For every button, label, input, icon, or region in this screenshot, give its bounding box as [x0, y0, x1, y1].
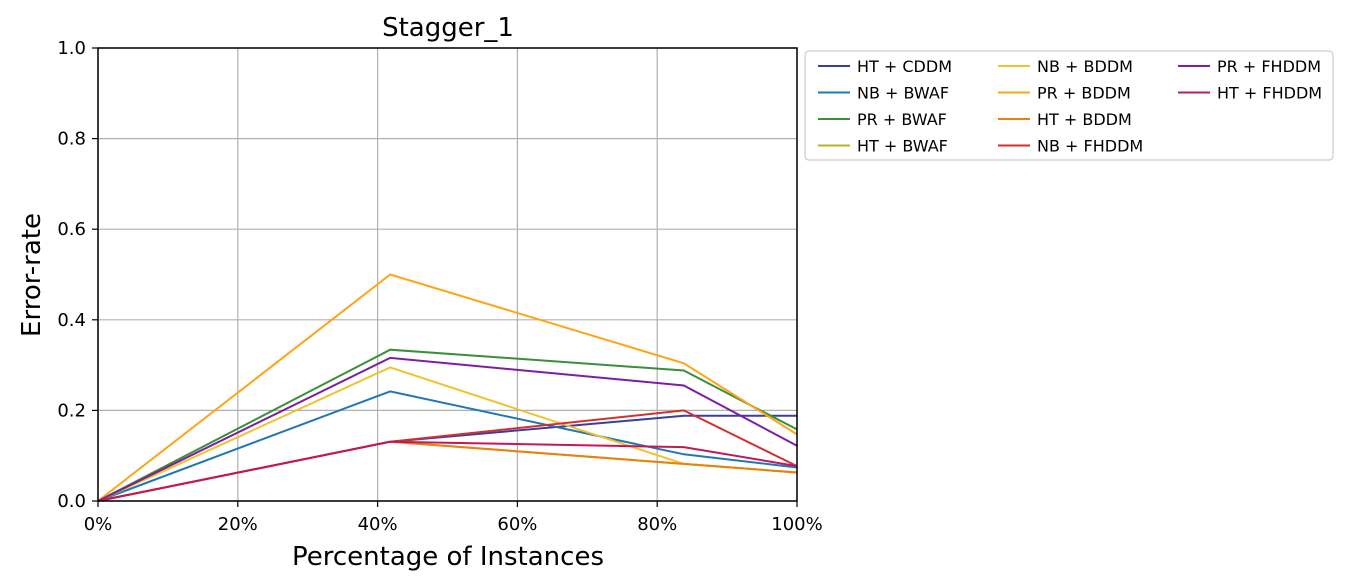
legend-label: NB + FHDDM: [1037, 137, 1143, 156]
legend-label: HT + BDDM: [1037, 110, 1132, 129]
x-axis-ticks: 0% 20% 40% 60% 80% 100%: [84, 501, 823, 535]
legend-label: HT + CDDM: [857, 57, 952, 76]
chart-title: Stagger_1: [382, 13, 514, 43]
y-tick-label: 0.8: [57, 129, 86, 150]
legend-label: HT + FHDDM: [1217, 84, 1322, 103]
series-lines: [97, 273, 798, 502]
series-line-pr-bddm: [97, 273, 798, 502]
legend-label: PR + BWAF: [857, 110, 947, 129]
series-line-pr-fhddm: [97, 356, 798, 502]
y-tick-label: 0.4: [57, 310, 86, 331]
y-axis-label: Error-rate: [17, 213, 47, 337]
series-line-ht-fhddm: [97, 440, 798, 502]
legend: HT + CDDM NB + BWAF PR + BWAF HT + BWAF NB +…: [804, 50, 1334, 161]
x-axis-label: Percentage of Instances: [292, 542, 604, 572]
grid-lines: [97, 47, 798, 502]
plot-frame: [97, 47, 798, 502]
x-tick-label: 60%: [497, 514, 537, 535]
y-tick-label: 0.0: [57, 491, 86, 512]
y-tick-label: 0.2: [57, 400, 86, 421]
y-tick-label: 1.0: [57, 38, 86, 59]
x-tick-label: 20%: [218, 514, 258, 535]
legend-label: HT + BWAF: [857, 137, 948, 156]
x-tick-label: 80%: [637, 514, 677, 535]
series-line-pr-bwaf: [97, 348, 798, 502]
series-line-ht-cddm: [97, 414, 797, 502]
x-tick-label: 40%: [358, 514, 398, 535]
legend-label: NB + BDDM: [1037, 57, 1133, 76]
y-tick-label: 0.6: [57, 219, 86, 240]
y-axis-ticks: 0.0 0.2 0.4 0.6 0.8 1.0: [57, 38, 98, 512]
series-line-nb-bwaf: [97, 390, 798, 502]
legend-box: [804, 50, 1334, 161]
series-line-nb-bddm: [97, 366, 798, 502]
legend-label: PR + BDDM: [1037, 84, 1131, 103]
legend-label: PR + FHDDM: [1217, 57, 1321, 76]
x-tick-label: 0%: [84, 514, 113, 535]
legend-label: NB + BWAF: [857, 84, 949, 103]
x-tick-label: 100%: [771, 514, 822, 535]
